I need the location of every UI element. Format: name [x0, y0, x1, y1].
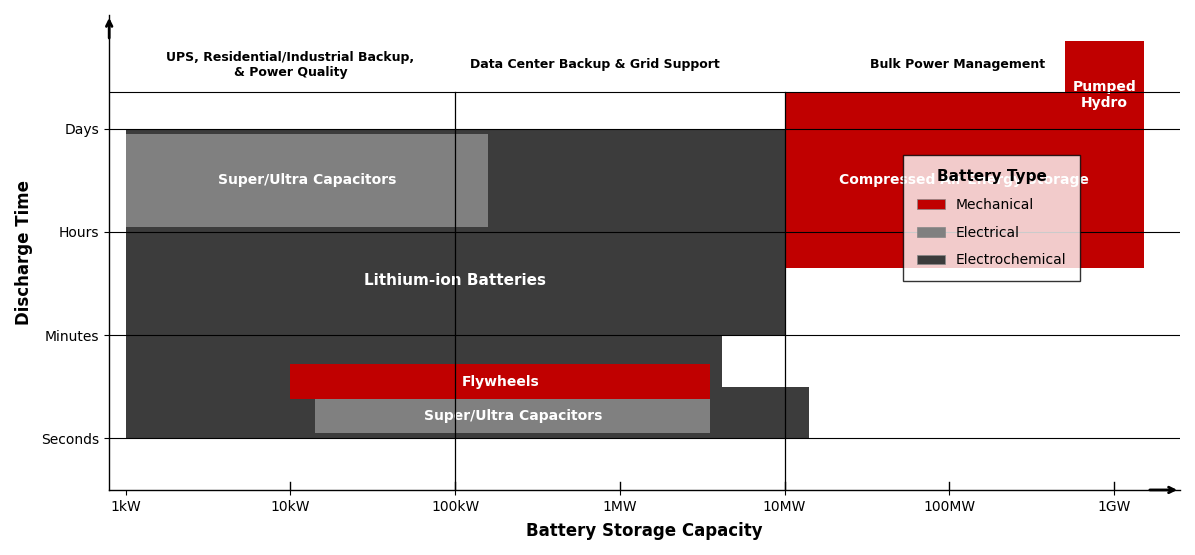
Text: Super/Ultra Capacitors: Super/Ultra Capacitors [217, 173, 396, 187]
Bar [125, 335, 722, 438]
Bar [785, 93, 1144, 268]
Text: Lithium-ion Batteries: Lithium-ion Batteries [364, 274, 546, 289]
Bar [125, 129, 785, 335]
Text: Bulk Power Management: Bulk Power Management [870, 58, 1046, 71]
Text: Data Center Backup & Grid Support: Data Center Backup & Grid Support [471, 58, 721, 71]
Bar [722, 387, 809, 438]
Text: UPS, Residential/Industrial Backup,
& Power Quality: UPS, Residential/Industrial Backup, & Po… [166, 51, 415, 79]
X-axis label: Battery Storage Capacity: Battery Storage Capacity [526, 522, 762, 540]
Text: Sealed Lead Acid Batteries: Sealed Lead Acid Batteries [318, 380, 529, 393]
Legend: Mechanical, Electrical, Electrochemical: Mechanical, Electrical, Electrochemical [903, 155, 1080, 281]
Bar [290, 364, 711, 399]
Text: Flywheels: Flywheels [461, 375, 539, 388]
Bar [1065, 41, 1144, 149]
Text: Compressed Air Energy Storage: Compressed Air Energy Storage [839, 173, 1089, 187]
Bar [125, 134, 488, 226]
Text: Pumped
Hydro: Pumped Hydro [1072, 80, 1136, 110]
Text: Super/Ultra Capacitors: Super/Ultra Capacitors [423, 409, 602, 423]
Bar [315, 399, 711, 433]
Bar [125, 226, 785, 335]
Y-axis label: Discharge Time: Discharge Time [16, 180, 33, 325]
